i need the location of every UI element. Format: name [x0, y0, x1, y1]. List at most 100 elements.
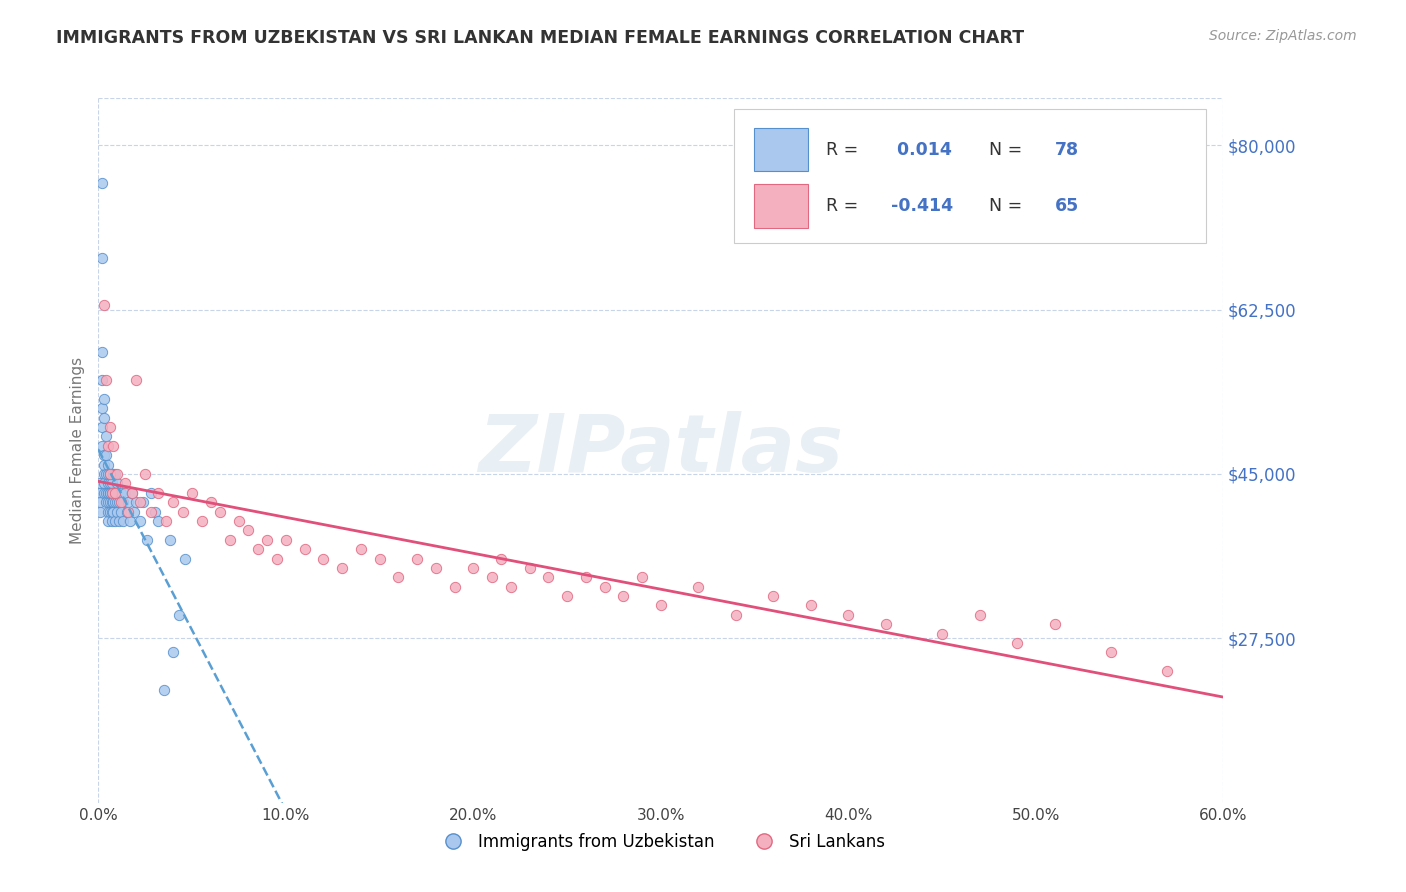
Point	[631, 570, 654, 584]
Point	[173, 551, 195, 566]
Point	[93, 485, 115, 500]
Point	[98, 485, 121, 500]
Point	[167, 607, 190, 622]
Point	[97, 485, 120, 500]
Y-axis label: Median Female Earnings: Median Female Earnings	[69, 357, 84, 544]
Point	[387, 570, 409, 584]
Point	[650, 599, 672, 613]
Point	[132, 495, 155, 509]
Point	[97, 458, 120, 472]
Point	[555, 589, 578, 603]
Point	[91, 439, 114, 453]
Point	[125, 373, 148, 387]
Point	[1005, 636, 1028, 650]
Point	[100, 485, 122, 500]
Point	[931, 626, 953, 640]
Point	[103, 467, 125, 481]
Point	[190, 514, 212, 528]
Point	[89, 485, 111, 500]
Point	[91, 176, 114, 190]
Point	[1099, 645, 1122, 659]
Point	[443, 580, 465, 594]
Point	[125, 495, 148, 509]
Point	[148, 485, 170, 500]
Point	[91, 344, 114, 359]
Point	[94, 485, 117, 500]
Point	[491, 551, 513, 566]
Point	[97, 476, 120, 491]
Point	[162, 645, 184, 659]
Text: N =: N =	[990, 141, 1028, 159]
Point	[575, 570, 598, 584]
Point	[155, 514, 177, 528]
Point	[97, 514, 120, 528]
Text: Source: ZipAtlas.com: Source: ZipAtlas.com	[1209, 29, 1357, 43]
Point	[117, 504, 139, 518]
Point	[108, 514, 131, 528]
Point	[688, 580, 710, 594]
Point	[110, 485, 132, 500]
Point	[103, 504, 125, 518]
Point	[100, 504, 122, 518]
Point	[89, 476, 111, 491]
Point	[110, 495, 132, 509]
Text: R =: R =	[827, 197, 863, 215]
Point	[105, 495, 128, 509]
Point	[105, 485, 128, 500]
Point	[91, 251, 114, 265]
Point	[120, 514, 142, 528]
Point	[256, 533, 278, 547]
Point	[103, 439, 125, 453]
Point	[104, 495, 127, 509]
Point	[481, 570, 503, 584]
Point	[93, 298, 115, 312]
Point	[114, 476, 136, 491]
Point	[93, 392, 115, 406]
Point	[368, 551, 391, 566]
Point	[104, 467, 127, 481]
Point	[246, 542, 269, 557]
Text: 0.014: 0.014	[891, 141, 952, 159]
Point	[350, 542, 373, 557]
Point	[128, 514, 150, 528]
Point	[121, 485, 143, 500]
Bar	[734, 109, 1206, 243]
Point	[312, 551, 335, 566]
Point	[98, 467, 121, 481]
Point	[593, 580, 616, 594]
Text: R =: R =	[827, 141, 863, 159]
Point	[97, 504, 120, 518]
Point	[98, 485, 121, 500]
Point	[89, 504, 111, 518]
Point	[93, 467, 115, 481]
Point	[93, 458, 115, 472]
Bar	[754, 128, 808, 171]
Point	[97, 467, 120, 481]
Point	[105, 467, 128, 481]
Point	[153, 683, 176, 698]
Point	[266, 551, 288, 566]
Point	[103, 485, 125, 500]
Point	[94, 429, 117, 443]
Point	[209, 504, 232, 518]
Point	[91, 420, 114, 434]
Point	[110, 504, 132, 518]
Point	[425, 561, 447, 575]
Point	[98, 495, 121, 509]
Point	[111, 495, 134, 509]
Point	[105, 504, 128, 518]
Point	[294, 542, 316, 557]
Point	[94, 467, 117, 481]
Point	[200, 495, 222, 509]
Point	[98, 420, 121, 434]
Point	[134, 467, 156, 481]
Point	[724, 607, 747, 622]
Text: 65: 65	[1054, 197, 1078, 215]
Point	[406, 551, 429, 566]
Point	[104, 485, 127, 500]
Point	[139, 485, 162, 500]
Point	[91, 373, 114, 387]
Point	[800, 599, 823, 613]
Point	[1043, 617, 1066, 632]
Point	[969, 607, 991, 622]
